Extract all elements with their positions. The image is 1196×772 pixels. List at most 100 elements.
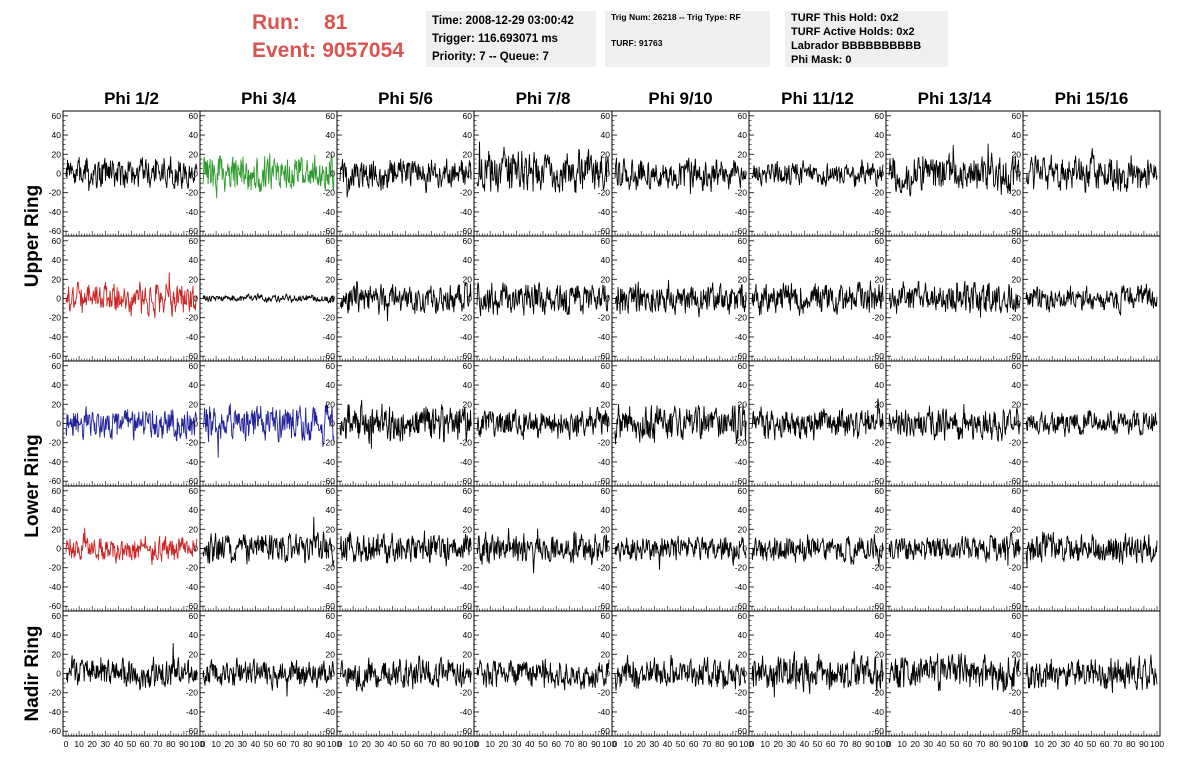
ytick-label-r3-c3-40: 40 <box>326 380 336 390</box>
ytick-label-r5-c2--60: -60 <box>186 726 199 736</box>
ytick-label-r3-c2--20: -20 <box>186 438 199 448</box>
ytick-label-r3-c5-20: 20 <box>601 399 611 409</box>
xtick-label-c3-30: 30 <box>375 739 385 749</box>
waveform-r5-c3 <box>339 655 472 692</box>
column-header-1: Phi 1/2 <box>104 89 159 108</box>
ytick-label-r5-c3--20: -20 <box>323 688 336 698</box>
xtick-label-c2-0: 0 <box>201 739 206 749</box>
priority-text: Priority: 7 -- Queue: 7 <box>432 51 549 63</box>
ytick-label-r4-c4--40: -40 <box>460 582 473 592</box>
ytick-label-r4-c7-40: 40 <box>875 505 885 515</box>
xtick-label-c7-20: 20 <box>910 739 920 749</box>
ytick-label-r4-c6-0: 0 <box>742 544 747 554</box>
xtick-label-c4-20: 20 <box>499 739 509 749</box>
ytick-label-r1-c5-40: 40 <box>601 130 611 140</box>
waveform-r2-c1 <box>65 272 198 319</box>
ytick-label-r5-c5--20: -20 <box>598 688 611 698</box>
trig-num-info: Trig Num: 26218 -- Trig Type: RF TURF: 9… <box>605 11 770 67</box>
ytick-label-r2-c8-20: 20 <box>1012 274 1022 284</box>
waveform-r4-c8 <box>1025 531 1158 568</box>
run-value: 81 <box>324 11 348 34</box>
xtick-label-c6-40: 40 <box>800 739 810 749</box>
ytick-label-r5-c8--60: -60 <box>1009 726 1022 736</box>
ytick-label-r3-c6--60: -60 <box>735 476 748 486</box>
ytick-label-r2-c7-0: 0 <box>879 294 884 304</box>
ytick-label-r3-c3--60: -60 <box>323 476 336 486</box>
ytick-label-r1-c8-20: 20 <box>1012 149 1022 159</box>
ytick-label-r4-c3-40: 40 <box>326 505 336 515</box>
xtick-label-c5-10: 10 <box>623 739 633 749</box>
waveform-r5-c8 <box>1025 654 1158 693</box>
ytick-label-r4-c2-0: 0 <box>193 544 198 554</box>
ytick-label-r4-c5-40: 40 <box>601 505 611 515</box>
ytick-label-r4-c6-40: 40 <box>738 505 748 515</box>
ytick-label-r2-c3-40: 40 <box>326 255 336 265</box>
ytick-label-r5-c5--40: -40 <box>598 707 611 717</box>
waveform-r2-c8 <box>1025 283 1158 316</box>
ytick-label-r2-c2-0: 0 <box>193 294 198 304</box>
ytick-label-r1-c3-40: 40 <box>326 130 336 140</box>
ytick-label-r3-c3-60: 60 <box>326 361 336 371</box>
ytick-label-r4-c4--60: -60 <box>460 601 473 611</box>
ytick-label-r1-c2-20: 20 <box>189 149 199 159</box>
ytick-label-r2-c1-20: 20 <box>52 274 62 284</box>
ytick-label-r2-c7-40: 40 <box>875 255 885 265</box>
waveform-r3-c7 <box>888 403 1021 442</box>
column-header-7: Phi 13/14 <box>918 89 992 108</box>
xtick-label-c8-10: 10 <box>1034 739 1044 749</box>
ytick-label-r2-c8--20: -20 <box>1009 313 1022 323</box>
ytick-label-r5-c6-60: 60 <box>738 611 748 621</box>
xtick-label-c4-90: 90 <box>591 739 601 749</box>
ytick-label-r5-c3--60: -60 <box>323 726 336 736</box>
xtick-label-c2-10: 10 <box>211 739 221 749</box>
ytick-label-r4-c5--20: -20 <box>598 563 611 573</box>
turf-active-holds-text: TURF Active Holds: 0x2 <box>791 26 915 38</box>
ytick-label-r1-c7-0: 0 <box>879 169 884 179</box>
ytick-label-r2-c4-40: 40 <box>463 255 473 265</box>
ytick-label-r2-c3--40: -40 <box>323 332 336 342</box>
ytick-label-r2-c7--40: -40 <box>872 332 885 342</box>
ytick-label-r2-c2-60: 60 <box>189 236 199 246</box>
ytick-label-r5-c5-0: 0 <box>605 669 610 679</box>
ytick-label-r4-c5-60: 60 <box>601 486 611 496</box>
ytick-label-r4-c5--60: -60 <box>598 601 611 611</box>
ytick-label-r4-c2--40: -40 <box>186 582 199 592</box>
column-header-3: Phi 5/6 <box>378 89 433 108</box>
ytick-label-r4-c1-0: 0 <box>56 544 61 554</box>
ytick-label-r5-c7-0: 0 <box>879 669 884 679</box>
ytick-label-r3-c6-40: 40 <box>738 380 748 390</box>
ytick-label-r2-c3--60: -60 <box>323 351 336 361</box>
ytick-label-r2-c7--20: -20 <box>872 313 885 323</box>
ytick-label-r5-c1-40: 40 <box>52 630 62 640</box>
ytick-label-r3-c3--40: -40 <box>323 457 336 467</box>
ytick-label-r3-c5-0: 0 <box>605 419 610 429</box>
ytick-label-r5-c7-60: 60 <box>875 611 885 621</box>
ytick-label-r5-c1--60: -60 <box>49 726 62 736</box>
trig-num-text: Trig Num: 26218 -- Trig Type: RF <box>611 12 741 22</box>
ytick-label-r4-c7--40: -40 <box>872 582 885 592</box>
ytick-label-r3-c7--60: -60 <box>872 476 885 486</box>
ytick-label-r2-c3-0: 0 <box>330 294 335 304</box>
ytick-label-r1-c8-0: 0 <box>1016 169 1021 179</box>
ytick-label-r5-c3-20: 20 <box>326 649 336 659</box>
ytick-label-r1-c1--20: -20 <box>49 188 62 198</box>
ytick-label-r1-c7-40: 40 <box>875 130 885 140</box>
ytick-label-r4-c3-0: 0 <box>330 544 335 554</box>
ytick-label-r3-c4-60: 60 <box>463 361 473 371</box>
ytick-label-r2-c5--20: -20 <box>598 313 611 323</box>
waveform-r2-c7 <box>888 280 1021 318</box>
ytick-label-r3-c1--20: -20 <box>49 438 62 448</box>
waveform-r1-c8 <box>1025 148 1158 193</box>
ytick-label-r4-c4-60: 60 <box>463 486 473 496</box>
ytick-label-r1-c4-20: 20 <box>463 149 473 159</box>
ytick-label-r1-c7--40: -40 <box>872 207 885 217</box>
ytick-label-r5-c4-60: 60 <box>463 611 473 621</box>
ytick-label-r3-c1-60: 60 <box>52 361 62 371</box>
ytick-label-r5-c1-0: 0 <box>56 669 61 679</box>
ytick-label-r4-c4-40: 40 <box>463 505 473 515</box>
waveform-r3-c4 <box>476 406 610 441</box>
ytick-label-r1-c2--60: -60 <box>186 226 199 236</box>
ytick-label-r2-c5-40: 40 <box>601 255 611 265</box>
ytick-label-r3-c6--40: -40 <box>735 457 748 467</box>
